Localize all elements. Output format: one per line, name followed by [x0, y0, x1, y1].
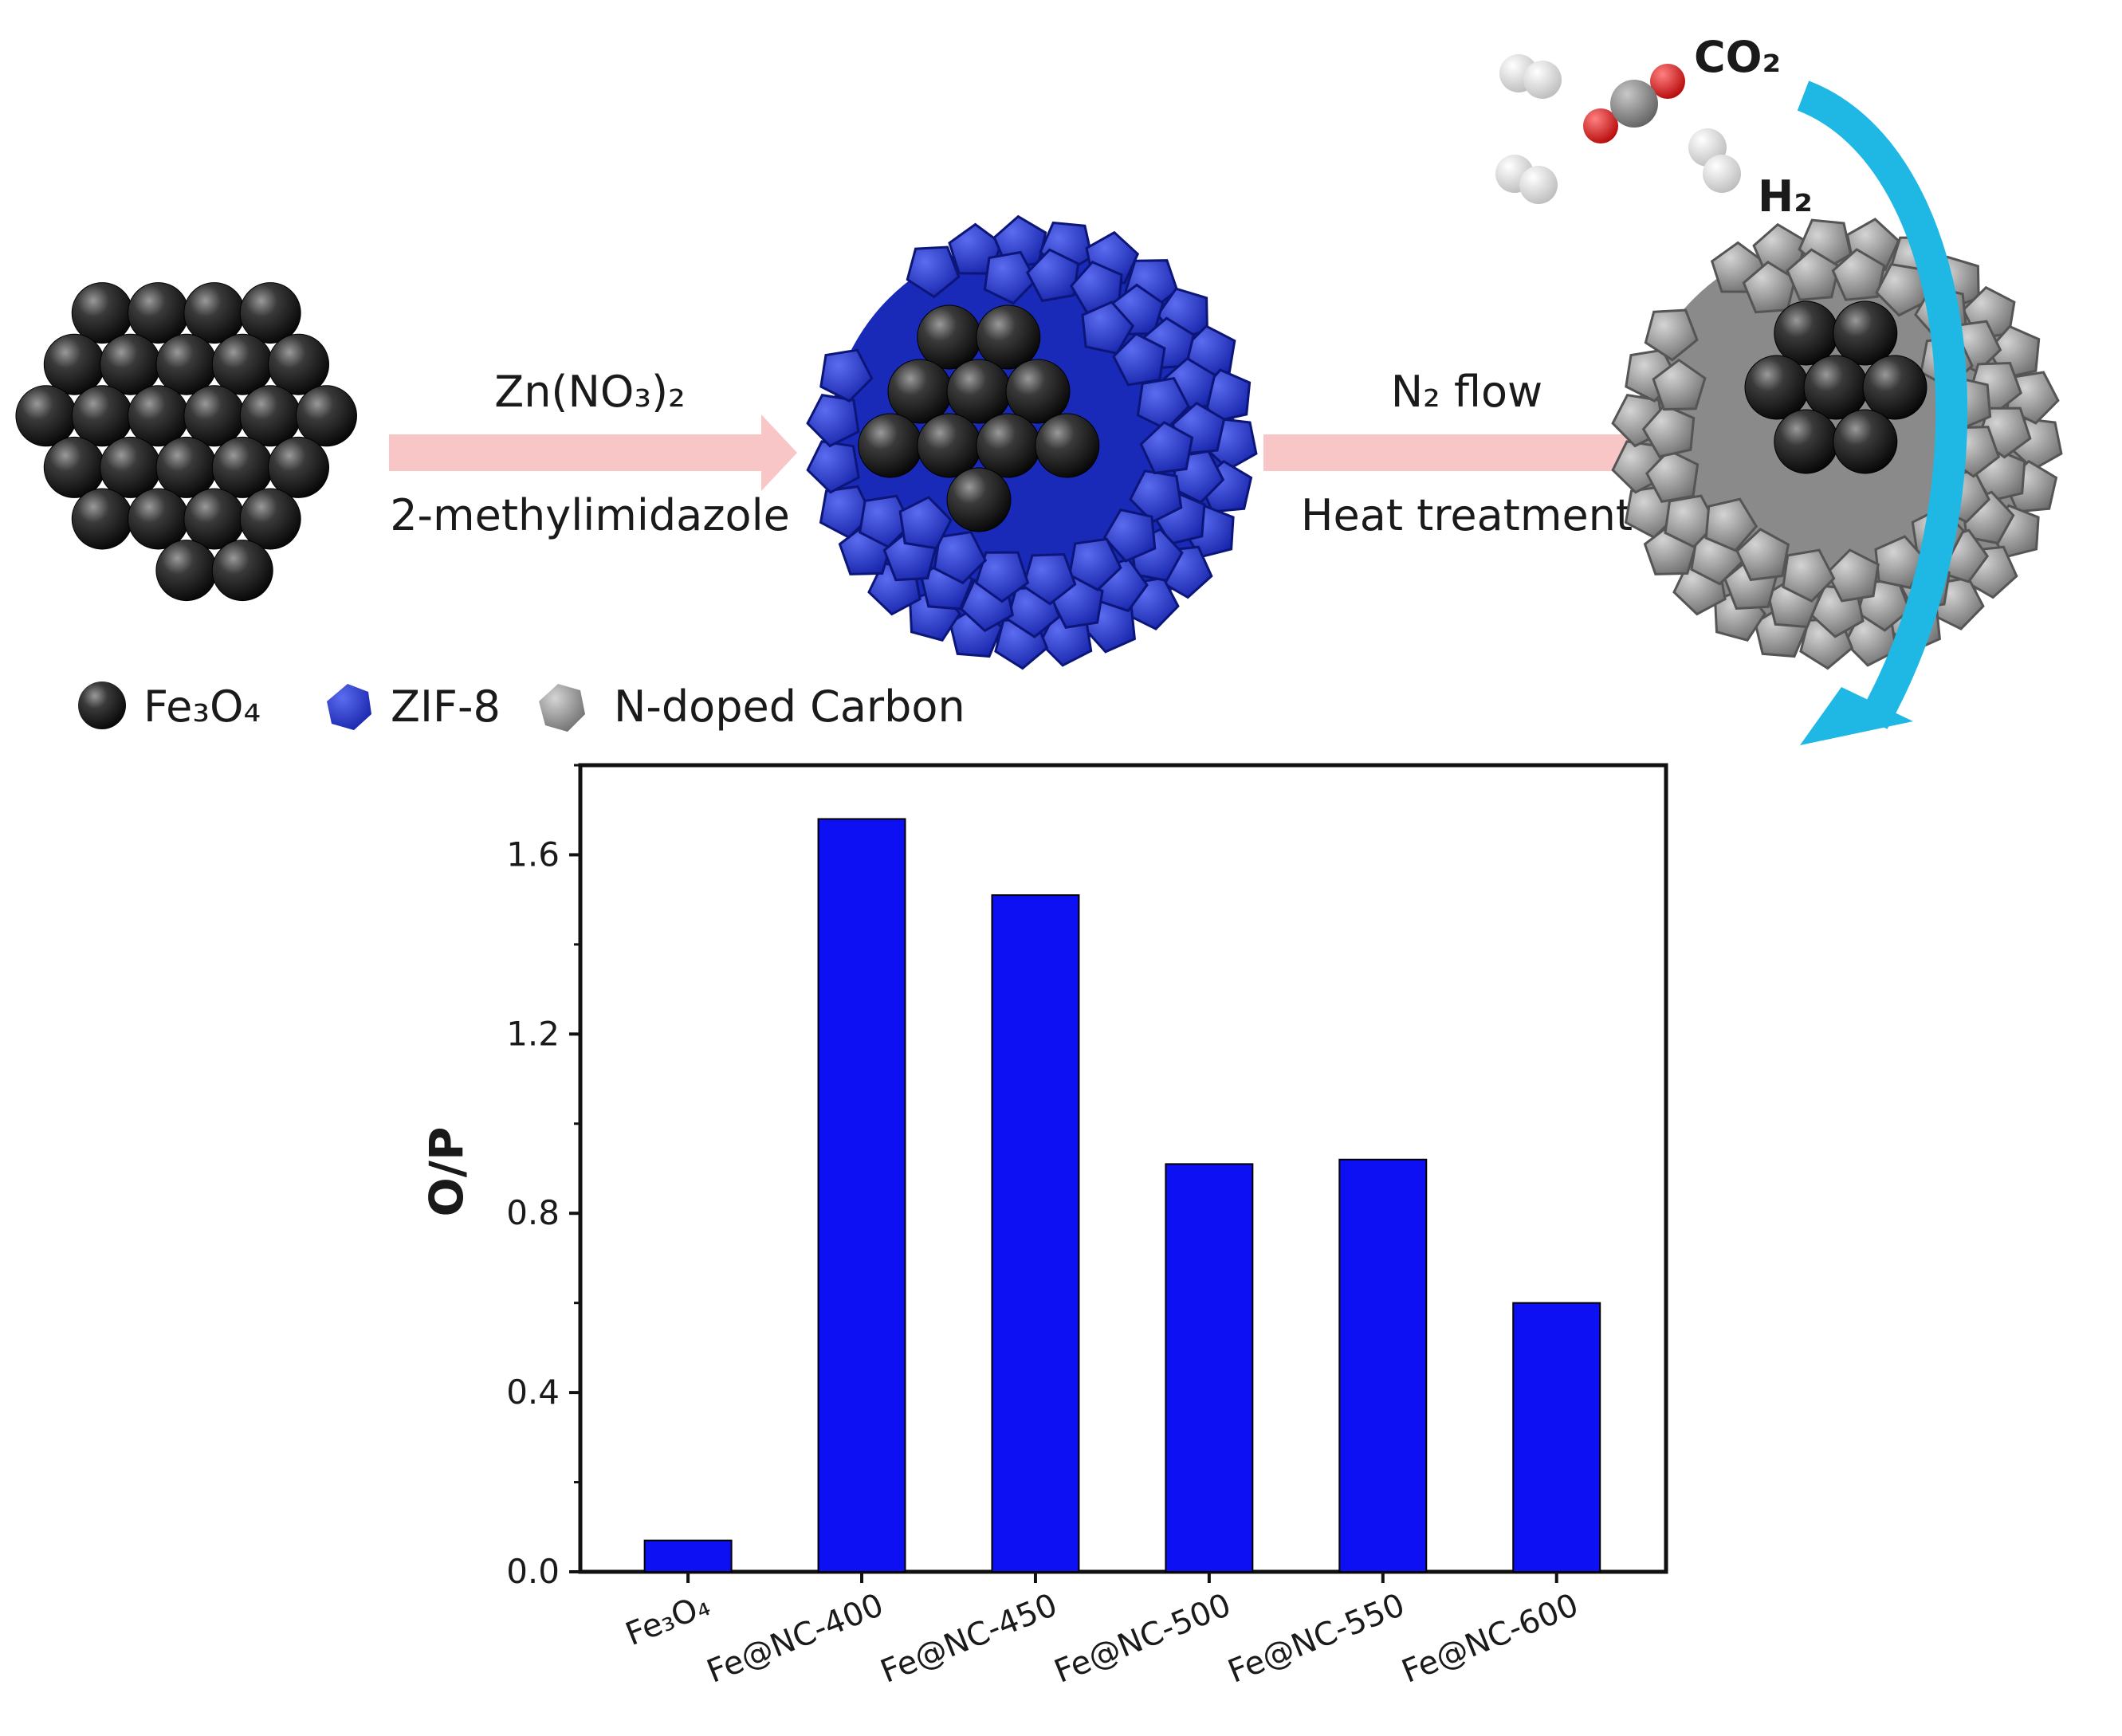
h2-molecule-icon: [1495, 155, 1558, 204]
plot-frame: [578, 763, 1668, 1574]
legend-label-fe3o4: Fe₃O₄: [143, 681, 261, 732]
y-tick-label: 0.0: [506, 1552, 560, 1591]
bar-chart: 0.00.40.81.21.6 Fe₃O₄Fe@NC-400Fe@NC-450F…: [419, 763, 1668, 1691]
legend: Fe₃O₄ ZIF-8 N-doped Carbon: [78, 681, 965, 732]
bar-5: [1338, 1158, 1428, 1573]
fe3o4-cluster: [15, 282, 357, 602]
co2-molecule-icon: [1583, 64, 1685, 143]
reagent-zn-nitrate: Zn(NO₃)₂: [494, 367, 686, 417]
bar-6: [1512, 1302, 1601, 1573]
fe-nc-particle: [1611, 218, 2063, 670]
gray-polyhedron-icon: [539, 684, 585, 732]
bars: [643, 818, 1601, 1573]
co2-label: CO₂: [1694, 32, 1781, 82]
y-axis: 0.0 0.4 0.8 1.2 1.6: [506, 764, 580, 1591]
h2-label: H₂: [1758, 171, 1813, 222]
x-tick-label: Fe@NC-500: [1049, 1587, 1236, 1691]
fe3o4-zif8-particle: [806, 214, 1258, 670]
reagent-2-methylimidazole: 2-methylimidazole: [390, 490, 790, 540]
black-sphere-icon: [78, 681, 126, 729]
step2-arrow: [1263, 414, 1674, 491]
x-tick-label: Fe@NC-600: [1397, 1587, 1583, 1691]
x-tick-label: Fe₃O₄: [621, 1587, 715, 1653]
y-tick-label: 1.6: [506, 835, 560, 874]
condition-heat-treatment: Heat treatment: [1301, 490, 1633, 540]
y-tick-label: 1.2: [506, 1014, 560, 1053]
y-tick-label: 0.4: [506, 1373, 560, 1412]
x-tick-label: Fe@NC-400: [702, 1587, 889, 1691]
x-tick-label: Fe@NC-550: [1223, 1587, 1409, 1691]
h2-molecule-icon: [1688, 128, 1741, 193]
bar-3: [991, 894, 1080, 1573]
legend-label-n-doped-carbon: N-doped Carbon: [614, 681, 965, 732]
bar-4: [1165, 1163, 1254, 1573]
y-tick-label: 0.8: [506, 1193, 560, 1232]
blue-polyhedron-icon: [327, 684, 371, 730]
step1-arrow: [389, 414, 797, 491]
legend-label-zif8: ZIF-8: [391, 681, 501, 732]
x-axis: Fe₃O₄Fe@NC-400Fe@NC-450Fe@NC-500Fe@NC-55…: [621, 1572, 1583, 1691]
h2-molecule-icon: [1499, 54, 1562, 99]
bar-2: [817, 818, 906, 1573]
x-tick-label: Fe@NC-450: [875, 1587, 1062, 1691]
y-axis-label: O/P: [419, 1127, 474, 1217]
bar-1: [643, 1539, 733, 1573]
flow-arrow-icon: [1797, 81, 1968, 745]
condition-n2-flow: N₂ flow: [1391, 367, 1542, 417]
